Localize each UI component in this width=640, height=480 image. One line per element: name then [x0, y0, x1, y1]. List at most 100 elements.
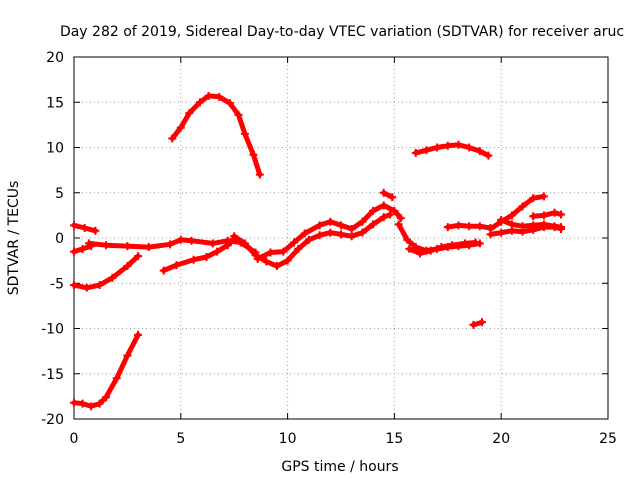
data-point [411, 148, 420, 157]
data-point [176, 123, 185, 132]
data-point [168, 134, 177, 143]
y-tick-label: 15 [46, 95, 64, 111]
data-point [196, 98, 205, 107]
data-point [437, 243, 446, 252]
data-point [95, 281, 104, 290]
data-point [518, 222, 527, 231]
data-point [557, 223, 566, 232]
data-point [95, 399, 104, 408]
data-point [448, 241, 457, 250]
data-point [240, 239, 249, 248]
data-point [550, 208, 559, 217]
data-point [123, 351, 132, 360]
data-point [91, 226, 100, 235]
data-point [471, 238, 480, 247]
x-axis-label: GPS time / hours [281, 459, 398, 475]
data-point [454, 221, 463, 230]
data-point [416, 249, 425, 258]
data-point [176, 235, 185, 244]
data-point [225, 99, 234, 108]
data-point [108, 273, 117, 282]
data-point [460, 239, 469, 248]
data-point [87, 402, 96, 411]
data-point [123, 242, 132, 251]
data-point [454, 140, 463, 149]
data-point [70, 281, 78, 290]
data-point [426, 246, 435, 255]
series-arc-13 [411, 140, 493, 160]
data-point [300, 229, 309, 238]
series-arc-14 [443, 221, 495, 233]
series-arc-9 [253, 201, 405, 263]
data-point [240, 129, 249, 138]
data-point [477, 318, 486, 327]
data-point [386, 210, 395, 219]
data-point [497, 228, 506, 237]
x-tick-label: 25 [599, 431, 617, 447]
data-point [539, 220, 548, 229]
y-tick-label: -15 [41, 367, 64, 383]
data-point [337, 230, 345, 239]
data-point [78, 244, 87, 253]
data-point [185, 109, 194, 118]
series-arc-4 [70, 252, 143, 292]
data-point [78, 399, 87, 408]
data-point [279, 247, 288, 256]
data-point [294, 244, 303, 253]
data-point [315, 231, 324, 240]
data-point [204, 91, 213, 100]
y-tick-label: 5 [55, 186, 64, 202]
data-point [255, 170, 264, 179]
x-tick-labels: 0 5 10 15 20 25 [70, 431, 617, 447]
x-tick-label: 10 [279, 431, 297, 447]
series-arc-15 [469, 318, 486, 329]
series-arc-1 [70, 221, 100, 235]
data-point [202, 253, 211, 262]
data-point [123, 262, 132, 271]
data-point [358, 217, 367, 226]
data-point [469, 320, 478, 329]
data-point [529, 221, 538, 230]
series-arc-19 [529, 208, 566, 221]
data-point [443, 141, 452, 150]
data-point [272, 262, 281, 271]
data-point [223, 241, 232, 250]
series-arc-8 [230, 210, 395, 271]
data-point [518, 202, 527, 211]
data-point [112, 374, 121, 383]
data-point [326, 217, 335, 226]
data-point [465, 222, 474, 231]
data-point [144, 243, 153, 252]
data-point [497, 215, 506, 224]
data-point [208, 239, 217, 248]
data-point [70, 247, 78, 256]
chart-title: Day 282 of 2019, Sidereal Day-to-day VTE… [60, 24, 624, 40]
data-point [507, 220, 516, 229]
data-point [465, 143, 474, 152]
data-point [290, 238, 299, 247]
data-point [388, 193, 397, 202]
series-arc-18 [497, 215, 566, 232]
data-point [304, 235, 313, 244]
data-point [369, 220, 378, 229]
data-point [315, 221, 324, 230]
data-point [443, 223, 452, 232]
data-point [102, 241, 111, 250]
data-point [326, 228, 335, 237]
y-tick-label: 0 [55, 231, 64, 247]
data-point [159, 266, 168, 275]
data-point [475, 147, 484, 156]
data-point [84, 239, 93, 248]
data-point [358, 228, 367, 237]
axis-ticks [73, 56, 609, 420]
data-point [230, 232, 239, 241]
data-point [529, 194, 538, 203]
data-point [70, 221, 78, 230]
series-arc-12 [405, 238, 480, 258]
data-point [189, 255, 198, 264]
data-point [102, 393, 111, 402]
data-point [262, 257, 271, 266]
y-tick-label: 10 [46, 141, 64, 157]
y-tick-label: -5 [50, 276, 64, 292]
